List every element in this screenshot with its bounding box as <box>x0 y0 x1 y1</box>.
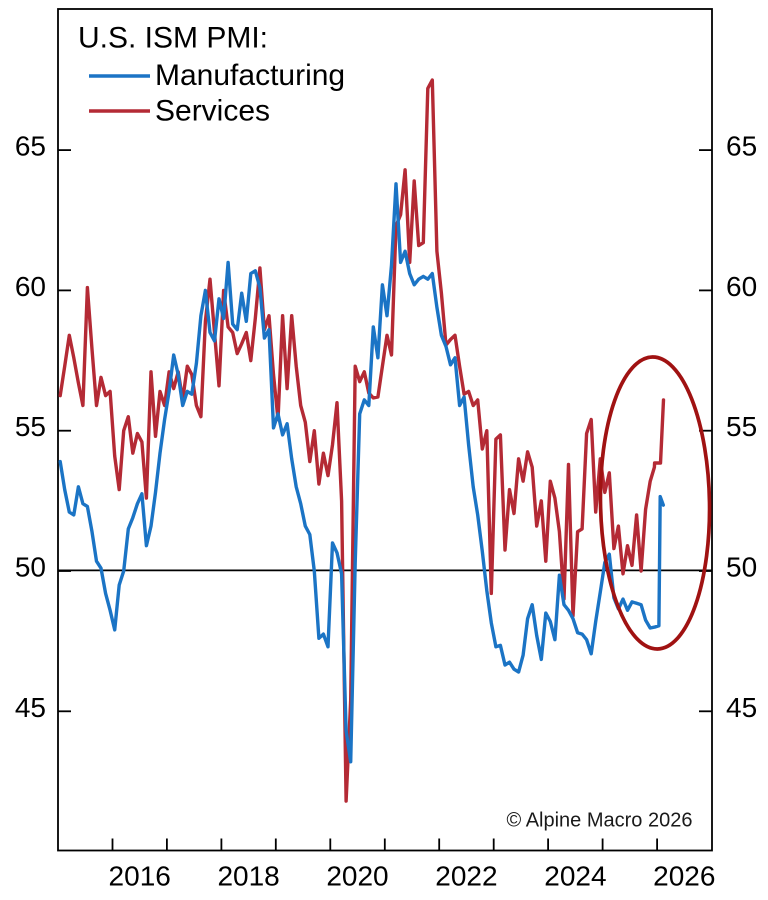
svg-text:Manufacturing: Manufacturing <box>155 59 345 92</box>
svg-text:45: 45 <box>15 692 46 723</box>
svg-text:55: 55 <box>726 411 757 442</box>
svg-text:2024: 2024 <box>544 861 606 892</box>
svg-text:55: 55 <box>15 411 46 442</box>
svg-text:65: 65 <box>15 131 46 162</box>
svg-text:© Alpine Macro 2026: © Alpine Macro 2026 <box>507 810 693 832</box>
svg-text:U.S. ISM PMI:: U.S. ISM PMI: <box>78 22 268 55</box>
svg-text:2026: 2026 <box>653 861 715 892</box>
svg-text:45: 45 <box>726 692 757 723</box>
svg-text:50: 50 <box>726 552 757 583</box>
svg-text:2022: 2022 <box>435 861 497 892</box>
svg-text:2016: 2016 <box>109 861 171 892</box>
svg-text:50: 50 <box>15 552 46 583</box>
svg-text:65: 65 <box>726 131 757 162</box>
svg-text:60: 60 <box>15 271 46 302</box>
svg-text:60: 60 <box>726 271 757 302</box>
svg-text:2018: 2018 <box>217 861 279 892</box>
svg-text:Services: Services <box>155 95 270 128</box>
svg-text:2020: 2020 <box>326 861 388 892</box>
